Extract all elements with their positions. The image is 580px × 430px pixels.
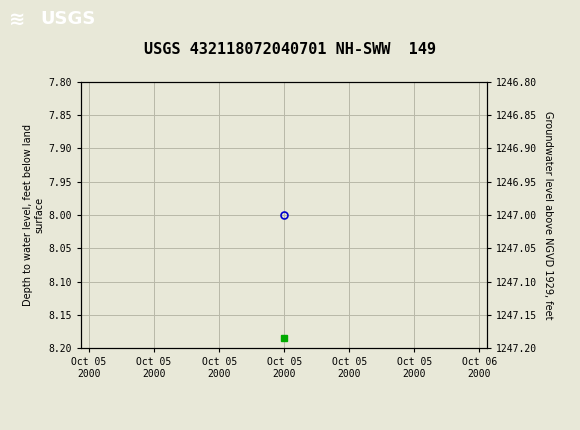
Text: ≋: ≋ [9,10,25,29]
Y-axis label: Groundwater level above NGVD 1929, feet: Groundwater level above NGVD 1929, feet [543,111,553,319]
Text: USGS 432118072040701 NH-SWW  149: USGS 432118072040701 NH-SWW 149 [144,42,436,57]
Text: USGS: USGS [41,10,96,28]
Y-axis label: Depth to water level, feet below land
surface: Depth to water level, feet below land su… [23,124,45,306]
